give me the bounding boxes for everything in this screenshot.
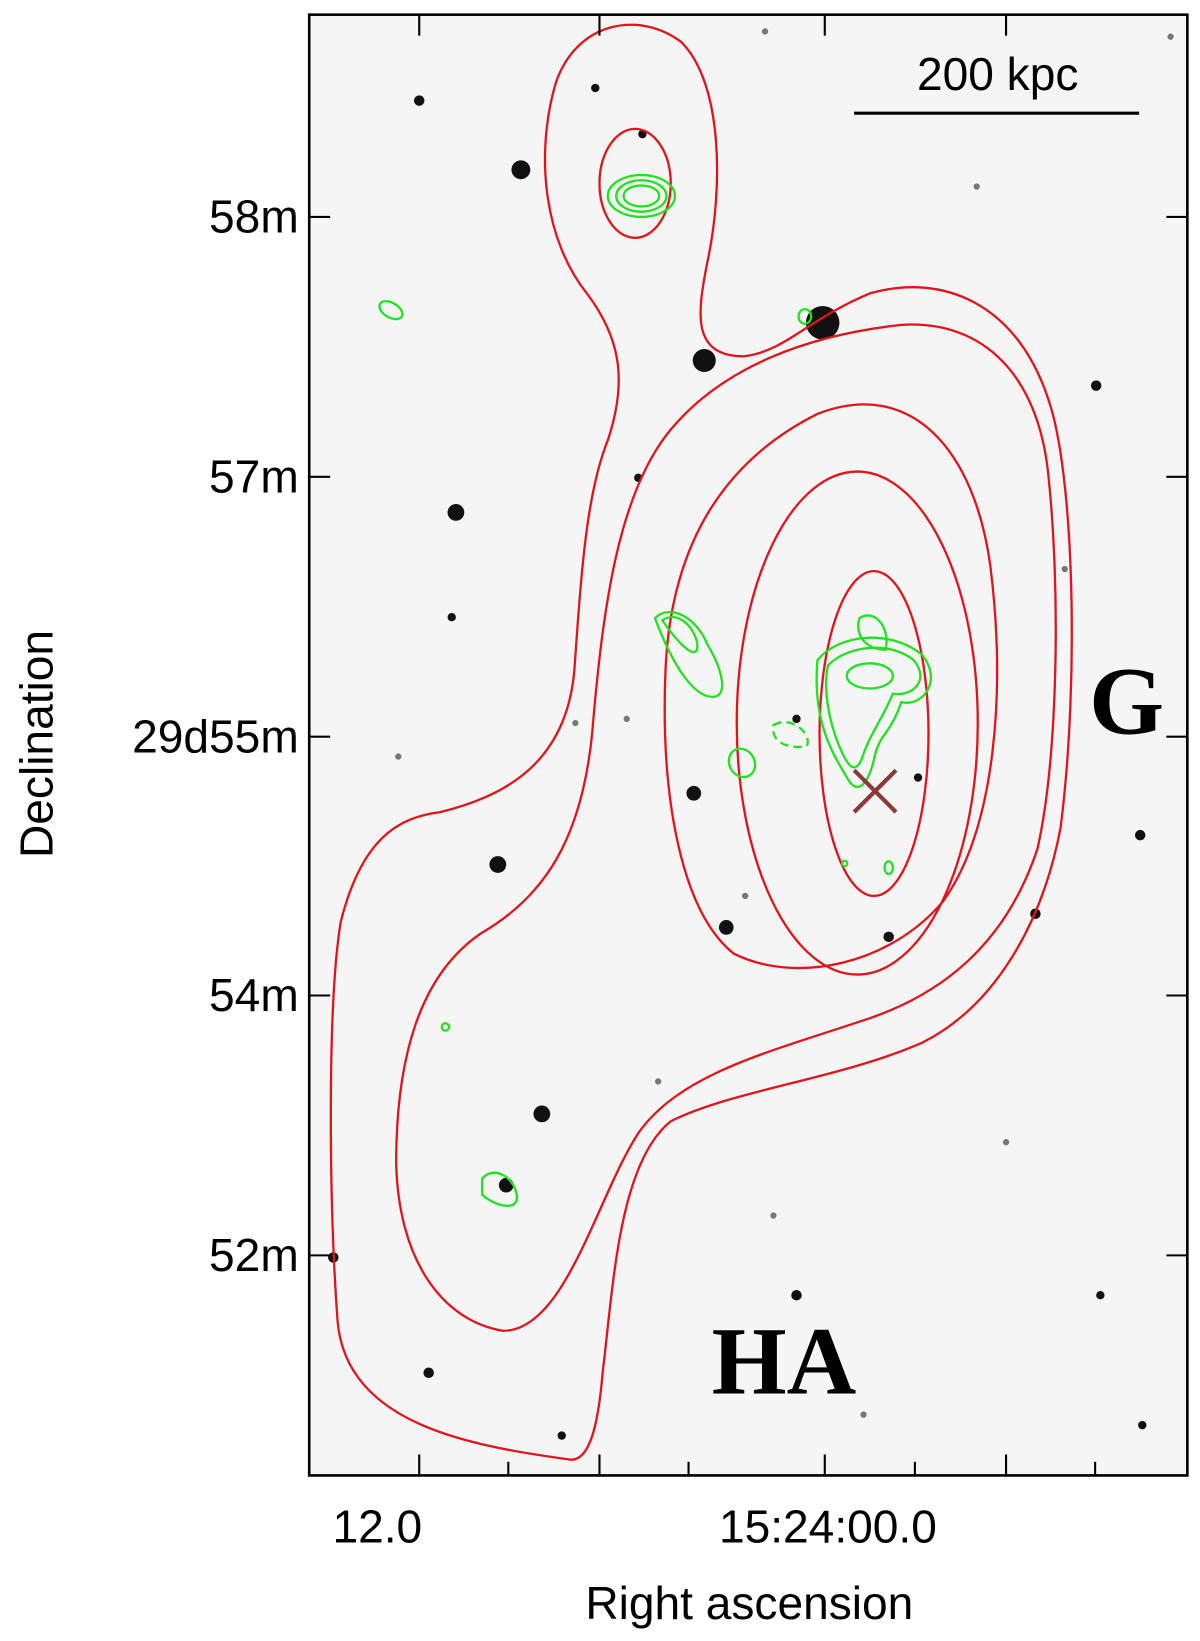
y-tick-label: 57m xyxy=(209,451,299,503)
y-tick-label: 52m xyxy=(209,1229,299,1281)
contour xyxy=(598,127,672,240)
contour xyxy=(395,323,1057,1332)
x-tick-label: 15:24:00.0 xyxy=(719,1500,937,1552)
y-tick-label: 58m xyxy=(209,191,299,243)
ticks xyxy=(309,14,1188,1476)
frame xyxy=(307,13,1189,1477)
y-tick-label: 54m xyxy=(209,969,299,1021)
region-label: HA xyxy=(712,1308,857,1415)
stars xyxy=(328,28,1174,1440)
region-label: G xyxy=(1089,648,1164,755)
sky-image xyxy=(309,14,1188,1476)
green-contours xyxy=(378,173,933,1207)
y-axis-title: Declination xyxy=(10,630,62,858)
center-marker xyxy=(852,768,898,814)
y-tick-label: 29d55m xyxy=(132,710,299,762)
red-contours xyxy=(329,23,1073,1461)
x-tick-label: 12.0 xyxy=(332,1500,422,1552)
contour xyxy=(735,470,979,976)
x-axis-title: Right ascension xyxy=(585,1577,913,1629)
contour xyxy=(818,569,930,898)
contour xyxy=(329,23,1073,1461)
scale-bar-label: 200 kpc xyxy=(917,48,1078,100)
